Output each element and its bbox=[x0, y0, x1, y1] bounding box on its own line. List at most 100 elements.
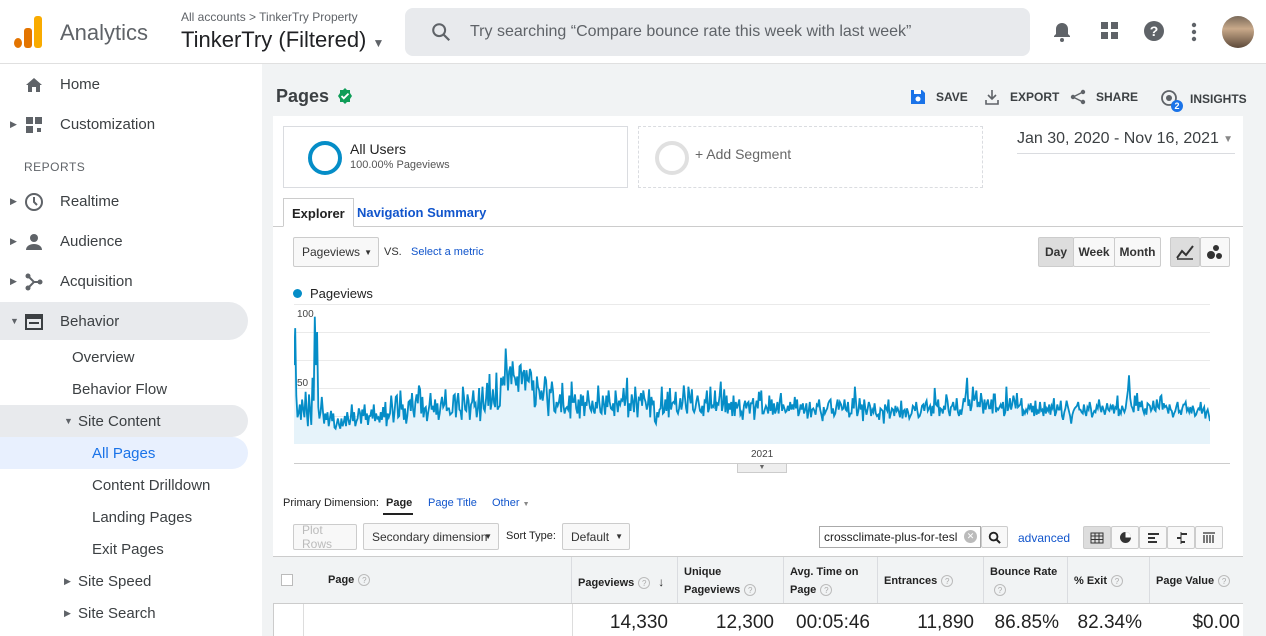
help-icon[interactable]: ? bbox=[941, 575, 954, 587]
sidebar-label: Exit Pages bbox=[92, 540, 164, 558]
tab-explorer[interactable]: Explorer bbox=[283, 198, 354, 227]
segment-all-users[interactable]: All Users 100.00% Pageviews bbox=[283, 126, 628, 188]
view-performance-button[interactable] bbox=[1139, 526, 1167, 549]
select-metric-link[interactable]: Select a metric bbox=[411, 246, 484, 258]
motion-chart-button[interactable] bbox=[1200, 237, 1230, 267]
sidebar-item-behavior-flow[interactable]: Behavior Flow bbox=[0, 370, 248, 408]
sidebar-item-realtime[interactable]: ▶ Realtime bbox=[0, 182, 248, 220]
date-range-picker[interactable]: Jan 30, 2020 - Nov 16, 2021 ▼ bbox=[1017, 130, 1235, 154]
person-icon bbox=[26, 234, 42, 250]
sidebar-item-exit-pages[interactable]: Exit Pages bbox=[0, 533, 248, 565]
col-label: Avg. Time on Page bbox=[790, 566, 859, 596]
col-label: Bounce Rate bbox=[990, 566, 1058, 578]
view-selector[interactable]: TinkerTry (Filtered) ▼ bbox=[181, 27, 384, 53]
search-bar[interactable]: Try searching “Compare bounce rate this … bbox=[405, 8, 1030, 56]
line-chart-icon bbox=[1176, 245, 1194, 260]
column-header-page-value[interactable]: Page Value? bbox=[1150, 557, 1242, 603]
sidebar-item-landing-pages[interactable]: Landing Pages bbox=[0, 501, 248, 533]
pageviews-series-line[interactable] bbox=[294, 316, 1210, 431]
apps-grid-icon[interactable] bbox=[1100, 21, 1120, 41]
more-vert-icon[interactable] bbox=[1190, 21, 1198, 43]
sort-type-select[interactable]: Default ▼ bbox=[562, 523, 630, 550]
view-name: TinkerTry (Filtered) bbox=[181, 27, 367, 52]
sidebar-item-overview[interactable]: Overview bbox=[0, 338, 248, 376]
col-label: Entrances bbox=[884, 575, 938, 587]
column-header-bounce-rate[interactable]: Bounce Rate? bbox=[984, 557, 1068, 603]
column-header-entrances[interactable]: Entrances? bbox=[878, 557, 984, 603]
bar-view-icon bbox=[1147, 532, 1159, 543]
insights-button[interactable]: 2 INSIGHTS bbox=[1160, 89, 1247, 112]
sort-type-value: Default bbox=[571, 529, 610, 544]
account-breadcrumb[interactable]: All accounts > TinkerTry Property bbox=[181, 10, 358, 24]
search-icon bbox=[988, 531, 1001, 544]
chart-resize-handle[interactable]: ▼ bbox=[737, 463, 787, 473]
column-header-exit[interactable]: % Exit? bbox=[1068, 557, 1150, 603]
segment-placeholder-ring-icon bbox=[655, 141, 689, 175]
view-pivot-button[interactable] bbox=[1195, 526, 1223, 549]
help-icon[interactable]: ? bbox=[1111, 575, 1124, 587]
column-header-avg-time[interactable]: Avg. Time on Page? bbox=[784, 557, 878, 603]
export-button[interactable]: EXPORT bbox=[984, 89, 1059, 105]
column-header-page[interactable]: Page? bbox=[303, 557, 572, 603]
add-segment-button[interactable]: + Add Segment bbox=[638, 126, 983, 188]
advanced-filter-link[interactable]: advanced bbox=[1018, 531, 1071, 545]
view-table-button[interactable] bbox=[1083, 526, 1111, 549]
search-icon bbox=[432, 23, 451, 42]
date-range-text: Jan 30, 2020 - Nov 16, 2021 bbox=[1017, 130, 1219, 147]
select-all-checkbox[interactable] bbox=[281, 574, 293, 586]
analytics-logo[interactable] bbox=[14, 16, 44, 48]
tab-navigation-summary[interactable]: Navigation Summary bbox=[357, 205, 487, 220]
sidebar-item-customization[interactable]: ▶ Customization bbox=[0, 105, 248, 143]
sidebar-label: Behavior bbox=[60, 312, 120, 330]
dimension-other[interactable]: Other ▼ bbox=[492, 497, 530, 509]
caret-right-icon: ▶ bbox=[10, 275, 17, 286]
avatar[interactable] bbox=[1222, 16, 1254, 48]
metric-selector[interactable]: Pageviews ▼ bbox=[293, 237, 379, 267]
help-icon[interactable]: ? bbox=[1143, 20, 1165, 42]
clear-icon[interactable]: ✕ bbox=[964, 530, 977, 543]
help-icon[interactable]: ? bbox=[358, 574, 371, 586]
view-comparison-button[interactable] bbox=[1167, 526, 1195, 549]
col-label: Pageviews bbox=[578, 577, 635, 589]
help-icon[interactable]: ? bbox=[820, 584, 833, 596]
sidebar-item-audience[interactable]: ▶ Audience bbox=[0, 222, 248, 260]
view-pie-button[interactable] bbox=[1111, 526, 1139, 549]
line-chart-button[interactable] bbox=[1170, 237, 1200, 267]
sidebar-item-site-speed[interactable]: ▶ Site Speed bbox=[0, 565, 248, 597]
dimension-other-label: Other bbox=[492, 497, 520, 509]
table-view-icon bbox=[1090, 532, 1104, 543]
sidebar-item-all-pages[interactable]: All Pages bbox=[0, 437, 248, 469]
plot-rows-button[interactable]: Plot Rows bbox=[293, 523, 357, 551]
share-button[interactable]: SHARE bbox=[1070, 89, 1138, 105]
sidebar-item-site-content[interactable]: ▼ Site Content bbox=[0, 405, 248, 437]
share-icon bbox=[1070, 89, 1086, 105]
help-icon[interactable]: ? bbox=[1218, 575, 1231, 587]
sidebar-item-acquisition[interactable]: ▶ Acquisition bbox=[0, 262, 248, 300]
sidebar-label: Behavior Flow bbox=[72, 380, 168, 398]
column-header-pageviews[interactable]: Pageviews? ↓ bbox=[572, 557, 678, 603]
month-button[interactable]: Month bbox=[1114, 237, 1161, 267]
sidebar-item-home[interactable]: Home bbox=[0, 65, 248, 103]
sidebar-item-site-search[interactable]: ▶ Site Search bbox=[0, 597, 248, 629]
total-page-value: $0.00 bbox=[1192, 612, 1240, 633]
help-icon[interactable]: ? bbox=[994, 584, 1006, 596]
search-placeholder: Try searching “Compare bounce rate this … bbox=[470, 23, 912, 40]
col-label: % Exit bbox=[1074, 575, 1108, 587]
insights-badge: 2 bbox=[1171, 100, 1183, 112]
column-header-unique-pageviews[interactable]: Unique Pageviews? bbox=[678, 557, 784, 603]
table-search-input[interactable]: crossclimate-plus-for-tesl bbox=[819, 526, 981, 548]
dimension-page[interactable]: Page bbox=[386, 497, 413, 509]
dimension-page-title[interactable]: Page Title bbox=[428, 497, 477, 509]
sidebar-item-behavior[interactable]: ▼ Behavior bbox=[0, 302, 248, 340]
week-button[interactable]: Week bbox=[1073, 237, 1115, 267]
segment-ring-icon bbox=[308, 141, 342, 175]
bell-icon[interactable] bbox=[1052, 21, 1072, 43]
table-search-button[interactable] bbox=[981, 526, 1008, 548]
help-icon[interactable]: ? bbox=[638, 577, 651, 589]
save-button[interactable]: SAVE bbox=[910, 89, 968, 105]
total-bounce-rate: 86.85% bbox=[994, 612, 1059, 633]
secondary-dimension-select[interactable]: Secondary dimension ▼ bbox=[363, 523, 499, 550]
sidebar-item-content-drilldown[interactable]: Content Drilldown bbox=[0, 469, 248, 501]
help-icon[interactable]: ? bbox=[744, 584, 757, 596]
day-button[interactable]: Day bbox=[1038, 237, 1074, 267]
